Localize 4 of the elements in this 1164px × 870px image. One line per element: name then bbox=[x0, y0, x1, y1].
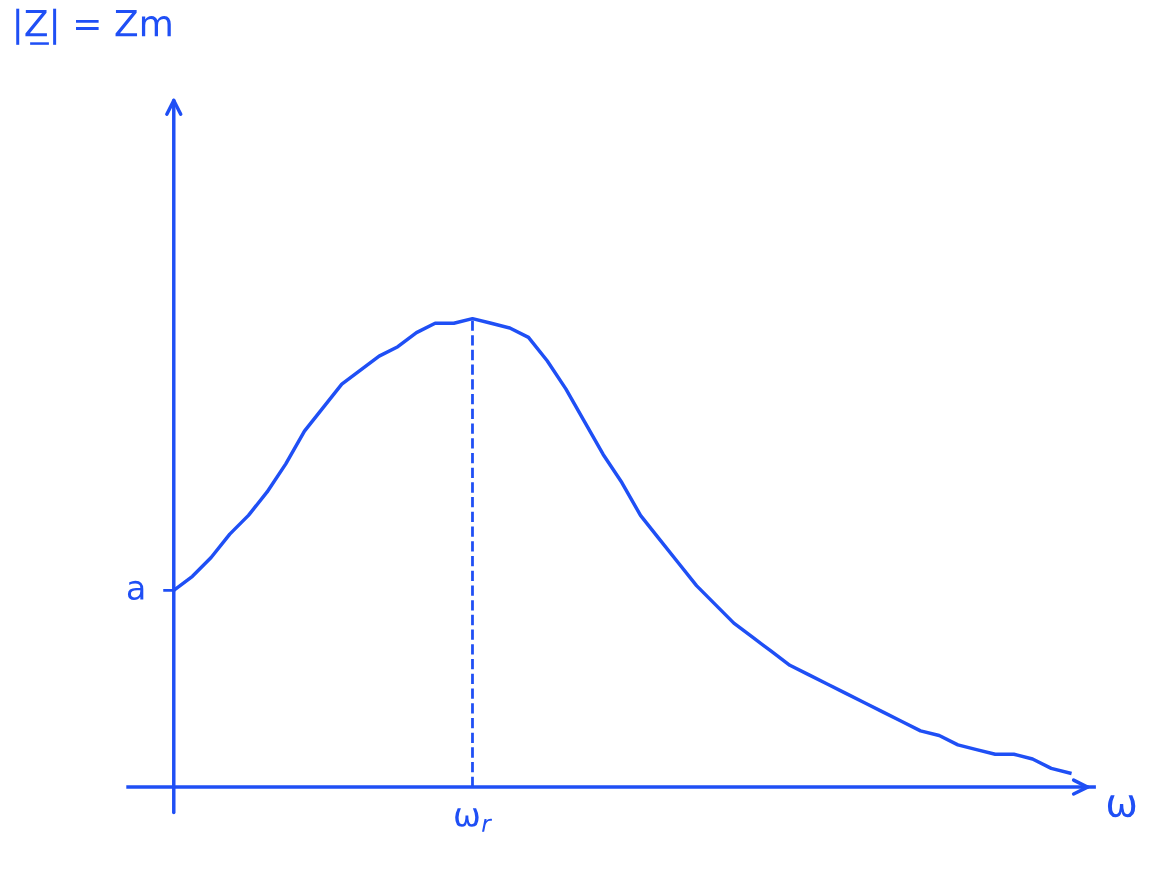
text: |Z̲| = Zm bbox=[16, 8, 171, 45]
text: a bbox=[127, 580, 144, 600]
x-axis-title: ω bbox=[1107, 795, 1136, 818]
text: ω$_{r}$ bbox=[455, 808, 493, 832]
